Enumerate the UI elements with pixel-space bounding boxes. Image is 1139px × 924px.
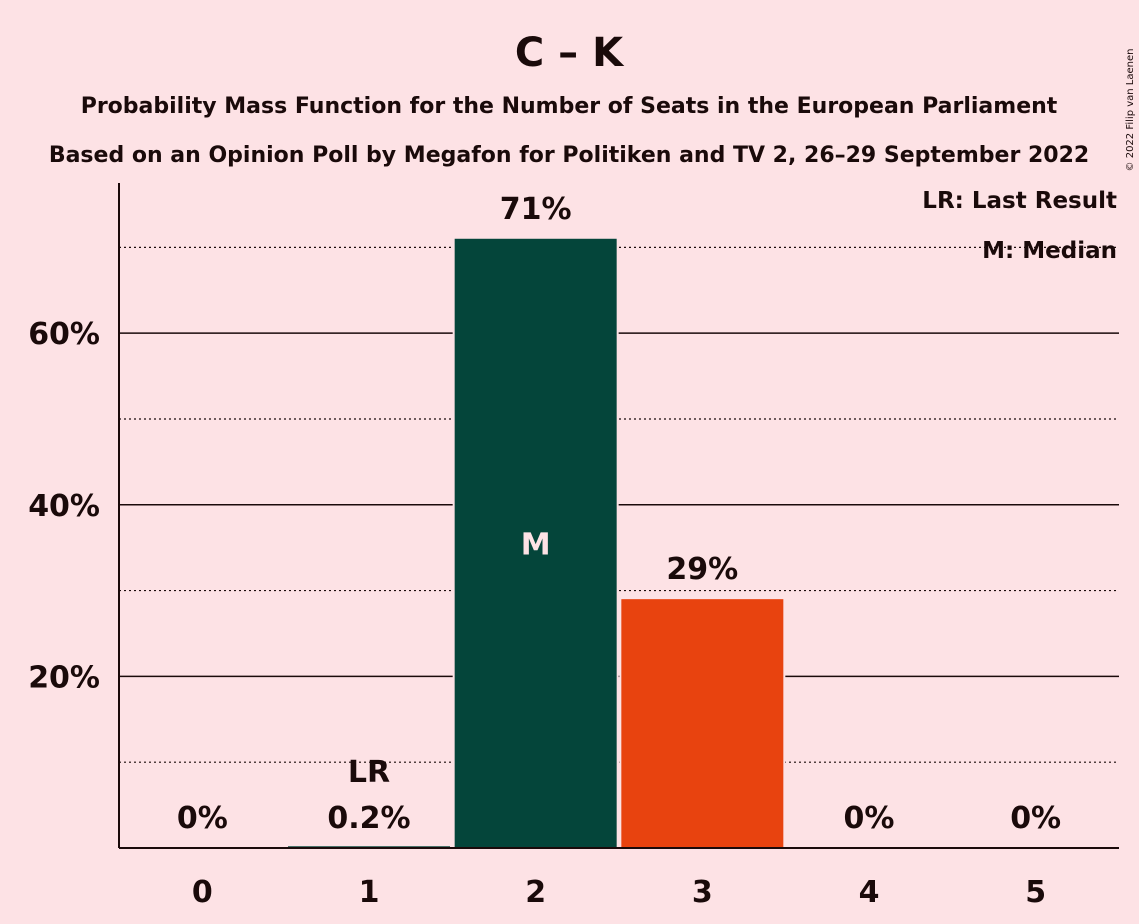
- data-label: 0.2%: [327, 801, 410, 836]
- x-tick-label: 1: [359, 875, 380, 910]
- last-result-marker: LR: [348, 755, 390, 790]
- x-tick-label: 0: [192, 875, 213, 910]
- legend-last-result: LR: Last Result: [922, 188, 1117, 214]
- y-tick-label: 60%: [28, 317, 100, 352]
- y-tick-label: 20%: [28, 660, 100, 695]
- x-tick-labels: 0 1 2 3 4 5: [192, 875, 1046, 910]
- x-tick-label: 3: [692, 875, 713, 910]
- y-tick-label: 40%: [28, 489, 100, 524]
- bars: [286, 238, 786, 849]
- median-marker: M: [521, 527, 551, 562]
- gridlines: [119, 246, 1119, 763]
- data-label: 0%: [177, 801, 228, 836]
- bar: [621, 599, 784, 848]
- copyright-note: © 2022 Filip van Laenen: [1125, 49, 1136, 172]
- chart-subtitle-line-2: Based on an Opinion Poll by Megafon for …: [49, 143, 1089, 168]
- legend-median: M: Median: [982, 238, 1117, 264]
- data-label: 71%: [500, 192, 572, 227]
- x-tick-label: 2: [525, 875, 546, 910]
- y-tick-labels: 20% 40% 60%: [28, 317, 100, 695]
- chart-title: C – K: [515, 30, 625, 76]
- chart-subtitle-line-1: Probability Mass Function for the Number…: [81, 94, 1058, 119]
- bar: [454, 238, 617, 849]
- x-tick-label: 5: [1025, 875, 1046, 910]
- data-label: 0%: [1010, 801, 1061, 836]
- x-tick-label: 4: [859, 875, 880, 910]
- data-label: 29%: [666, 552, 738, 587]
- data-labels: 0% 0.2% LR 71% M 29% 0% 0%: [177, 192, 1061, 836]
- data-label: 0%: [844, 801, 895, 836]
